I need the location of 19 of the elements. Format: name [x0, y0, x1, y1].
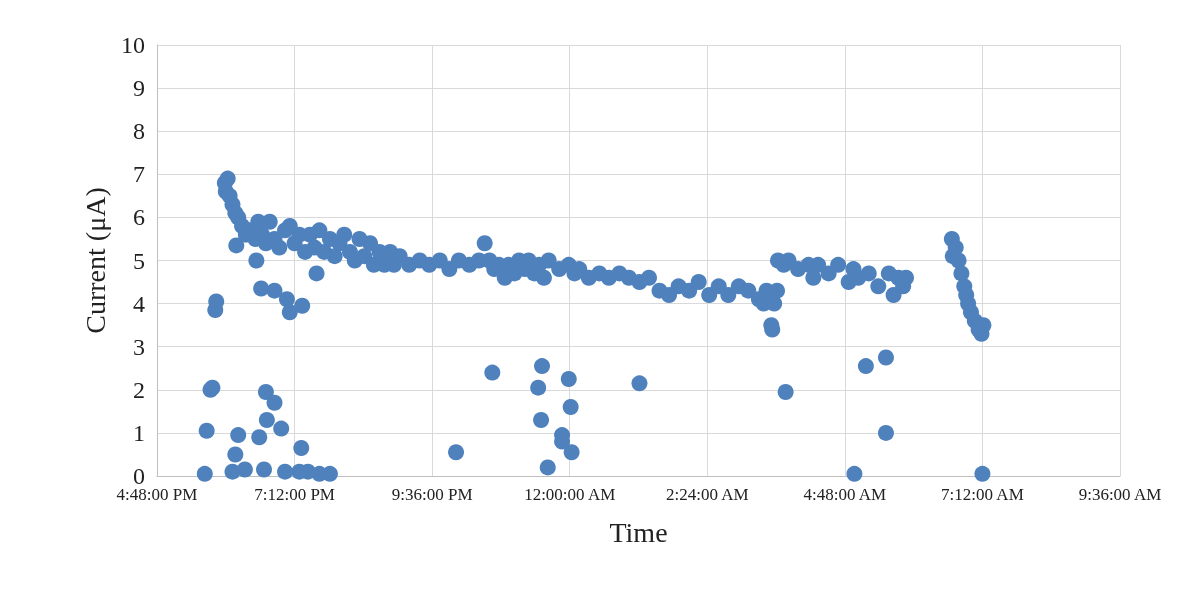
y-tick-label: 8 — [133, 118, 145, 145]
x-tick-label: 2:24:00 AM — [665, 485, 749, 504]
y-tick-label: 1 — [133, 419, 145, 446]
y-tick-label: 4 — [133, 290, 145, 317]
y-tick-label: 7 — [133, 161, 145, 188]
x-tick-label: 9:36:00 PM — [391, 485, 473, 504]
y-tick-label: 9 — [133, 75, 145, 102]
x-tick-label: 4:48:00 AM — [803, 485, 887, 504]
x-axis-title: Time — [609, 516, 668, 548]
y-axis-title: Current (μA) — [79, 187, 111, 334]
y-tick-label: 10 — [121, 32, 145, 58]
x-tick-label: 7:12:00 PM — [254, 485, 335, 504]
y-tick-label: 6 — [133, 204, 145, 231]
x-tick-label: 12:00:00 AM — [524, 485, 616, 504]
x-tick-label: 9:36:00 AM — [1078, 485, 1162, 504]
y-tick-label: 2 — [133, 376, 145, 403]
y-tick-label: 5 — [133, 247, 145, 274]
x-tick-label: 7:12:00 AM — [941, 485, 1024, 504]
y-tick-label: 3 — [133, 333, 145, 360]
